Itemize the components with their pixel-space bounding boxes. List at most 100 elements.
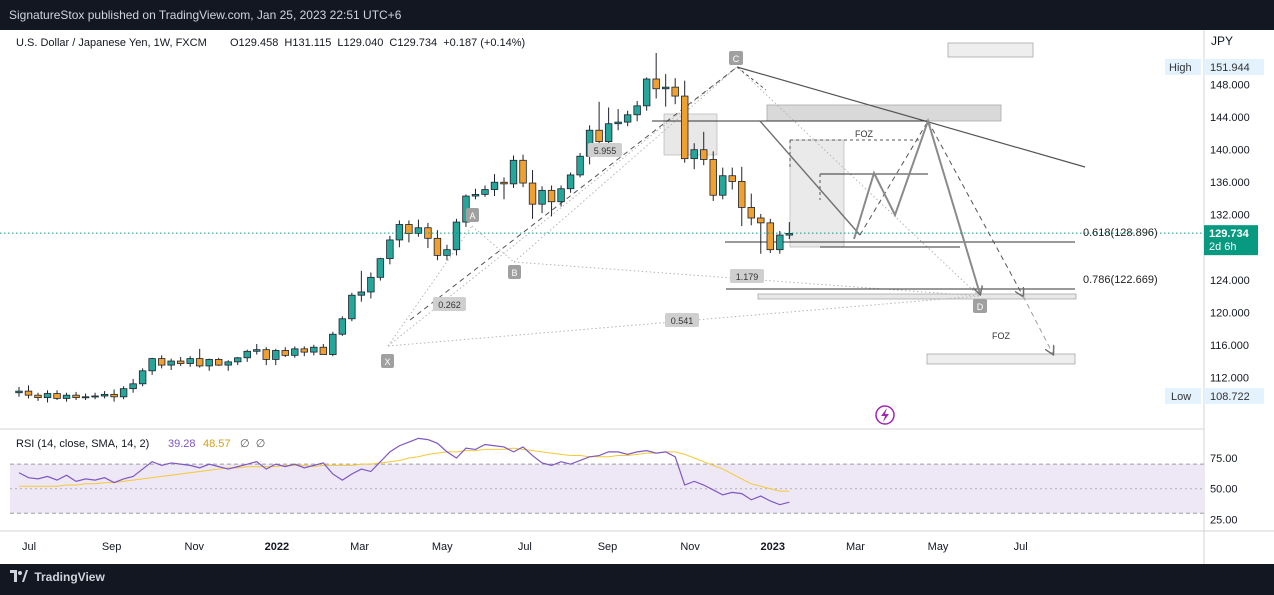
candle <box>329 331 337 357</box>
candle <box>747 193 755 226</box>
price-tick-label: 132.000 <box>1210 210 1250 222</box>
candle <box>728 167 736 190</box>
ratio-text-0262: 0.262 <box>438 300 461 310</box>
candle <box>604 107 613 148</box>
candle <box>310 344 318 356</box>
candle <box>500 177 508 200</box>
candle <box>100 391 109 399</box>
ratio-label-0262: 0.262 <box>433 297 466 311</box>
candle <box>566 172 575 193</box>
chart-svg[interactable]: 148.000144.000140.000136.000132.000128.0… <box>0 30 1274 564</box>
candle <box>719 167 727 200</box>
candle <box>671 78 679 105</box>
candle <box>72 391 80 401</box>
candle <box>509 155 518 188</box>
low-value: 108.722 <box>1210 391 1250 403</box>
candle <box>167 358 175 370</box>
candle <box>176 356 185 366</box>
fib-786-label: 0.786(122.669) <box>1083 274 1158 286</box>
high-value-bg <box>1204 59 1264 75</box>
candle <box>357 270 366 302</box>
tradingview-logo-icon[interactable] <box>10 564 28 591</box>
chart-title: U.S. Dollar / Japanese Yen, 1W, FXCM <box>16 37 207 49</box>
candle <box>319 343 328 355</box>
publisher-bar: SignatureStox published on TradingView.c… <box>0 0 1274 30</box>
low-tag-bg <box>1165 388 1201 404</box>
footer-brand: TradingView <box>34 570 105 584</box>
candle <box>633 100 641 122</box>
publisher-line: SignatureStox published on TradingView.c… <box>9 8 402 22</box>
candle <box>642 77 651 111</box>
candle <box>690 143 698 170</box>
candle <box>234 356 242 366</box>
time-tick-label: Mar <box>350 541 369 553</box>
candle <box>452 218 461 256</box>
foz-label-2: FOZ <box>992 331 1010 341</box>
candle <box>623 110 632 127</box>
rsi-axis: 75.00 50.00 25.00 <box>1210 453 1238 526</box>
price-tick-label: 124.000 <box>1210 275 1250 287</box>
candle <box>557 185 565 207</box>
candle <box>766 218 774 253</box>
candle <box>62 392 71 402</box>
candle <box>700 131 708 166</box>
point-label-a-text: A <box>469 211 475 221</box>
upper-target-zone <box>947 42 1034 58</box>
candle <box>681 80 689 163</box>
candle <box>300 346 308 357</box>
price-tick-label: 136.000 <box>1210 177 1250 189</box>
ratio-label-5955: 5.955 <box>588 143 622 157</box>
foz-label-1: FOZ <box>855 129 873 139</box>
time-tick-label: Jul <box>518 541 532 553</box>
time-tick-label: May <box>928 541 949 553</box>
candlestick-series <box>15 53 794 403</box>
consolidation-box-2 <box>789 139 845 248</box>
rsi-tick-label: 75.00 <box>1210 453 1238 465</box>
candle <box>34 392 42 401</box>
rsi-extra: ∅ ∅ <box>240 438 265 450</box>
fib-618-label: 0.618(128.896) <box>1083 227 1158 239</box>
rsi-line <box>18 437 790 506</box>
resistance-zone <box>766 104 1002 122</box>
candle <box>53 390 61 401</box>
lightning-icon[interactable] <box>875 405 895 425</box>
time-tick-label: Sep <box>598 541 618 553</box>
time-tick-label: 2022 <box>265 541 289 553</box>
candle <box>272 348 280 366</box>
candle <box>91 392 99 400</box>
d-target-zone <box>757 293 1077 300</box>
ratio-label-0541: 0.541 <box>665 313 699 327</box>
candle <box>661 74 670 107</box>
point-label-x-text: X <box>384 357 390 367</box>
candle <box>205 358 213 371</box>
candle <box>367 272 375 299</box>
candle <box>43 390 52 403</box>
candle <box>652 53 660 99</box>
rsi-tick-label: 25.00 <box>1210 514 1238 526</box>
foz-lower-zone <box>926 353 1076 365</box>
consolidation-box-1 <box>663 113 718 156</box>
point-label-x: X <box>381 354 394 368</box>
high-label: High <box>1169 62 1192 74</box>
last-price-value: 129.734 <box>1209 228 1250 240</box>
candle <box>243 349 251 362</box>
candle <box>776 231 784 254</box>
point-label-b: B <box>508 265 521 279</box>
candle <box>528 170 537 219</box>
candle <box>348 292 356 322</box>
candle <box>138 368 147 387</box>
candle <box>738 166 746 227</box>
time-tick-label: Nov <box>185 541 205 553</box>
price-tick-label: 148.000 <box>1210 80 1250 92</box>
candle <box>471 188 480 200</box>
ohlc-readout: O129.458 H131.115 L129.040 C129.734 +0.1… <box>230 37 525 49</box>
ratio-text-1179: 1.179 <box>736 272 759 282</box>
candle <box>405 220 413 243</box>
ratio-label-1179: 1.179 <box>730 269 764 283</box>
candle <box>538 186 546 214</box>
high-tag-bg <box>1165 59 1201 75</box>
candle <box>338 316 347 336</box>
price-tick-label: 140.000 <box>1210 145 1250 157</box>
candle <box>186 356 194 367</box>
point-label-a: A <box>466 208 479 222</box>
